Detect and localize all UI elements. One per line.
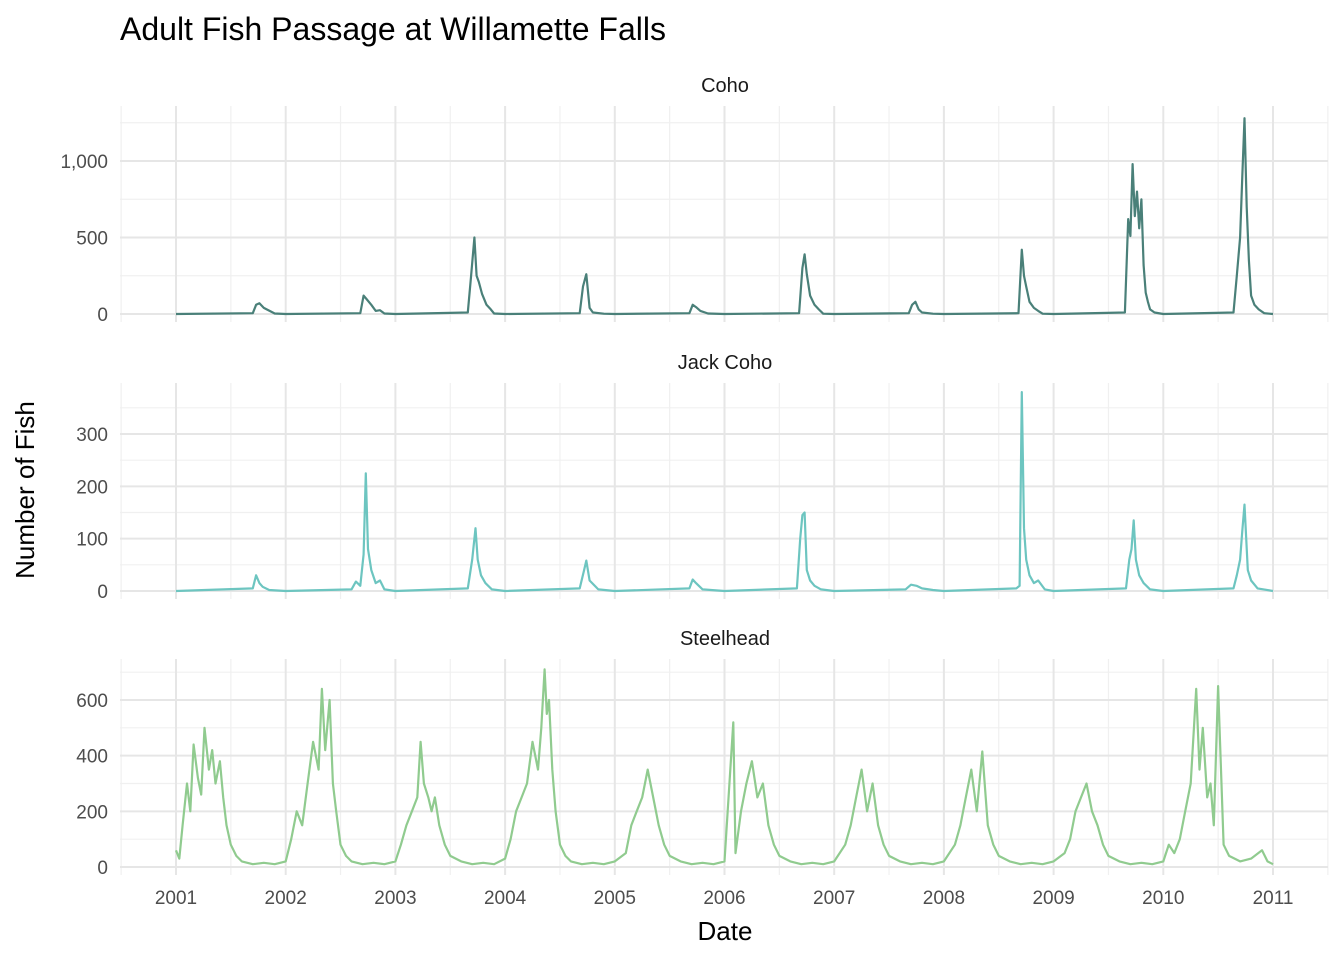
x-tick-label: 2005 (594, 888, 636, 909)
x-tick-label: 2001 (155, 888, 197, 909)
series-line-coho (175, 117, 1274, 316)
chart-title: Adult Fish Passage at Willamette Falls (120, 11, 666, 47)
facet-panels: 0 500 1,000 Coho 0 100 200 300 Jack Coho 0 200 400 6… (60, 75, 1329, 879)
x-tick-label: 2003 (374, 888, 416, 909)
x-tick-label: 2011 (1253, 888, 1294, 909)
y-tick-label: 200 (76, 802, 108, 823)
y-tick-label: 500 (76, 229, 108, 250)
x-tick-label: 2004 (484, 888, 527, 909)
x-tick-label: 2009 (1032, 888, 1074, 909)
x-axis-ticks: 2001 2002 2003 2004 2005 2006 2007 2008 2009 2010… (155, 888, 1294, 909)
panel-coho: 0 500 1,000 Coho (60, 75, 1329, 326)
x-axis-title: Date (698, 916, 753, 946)
x-tick-label: 2010 (1142, 888, 1184, 909)
panel-jack-coho: 0 100 200 300 Jack Coho (76, 352, 1329, 603)
series-line-steelhead (174, 668, 1274, 866)
y-tick-label: 0 (97, 582, 108, 603)
y-tick-label: 0 (97, 858, 108, 879)
x-tick-label: 2008 (923, 888, 965, 909)
x-tick-label: 2002 (265, 888, 307, 909)
facet-label-steelhead: Steelhead (680, 628, 770, 650)
facet-label-jack-coho: Jack Coho (678, 352, 773, 374)
y-tick-label: 0 (97, 305, 108, 326)
y-tick-label: 100 (76, 530, 108, 551)
series-line-jack-coho (175, 391, 1274, 593)
x-tick-label: 2007 (813, 888, 855, 909)
y-tick-label: 1,000 (60, 152, 108, 173)
facet-label-coho: Coho (701, 75, 749, 97)
y-tick-label: 600 (76, 691, 108, 712)
panel-steelhead: 0 200 400 600 Steelhead (76, 628, 1329, 879)
x-tick-label: 2006 (703, 888, 745, 909)
y-tick-label: 200 (76, 477, 108, 498)
y-tick-label: 400 (76, 747, 108, 768)
y-axis-title: Number of Fish (10, 401, 40, 579)
y-tick-label: 300 (76, 425, 108, 446)
